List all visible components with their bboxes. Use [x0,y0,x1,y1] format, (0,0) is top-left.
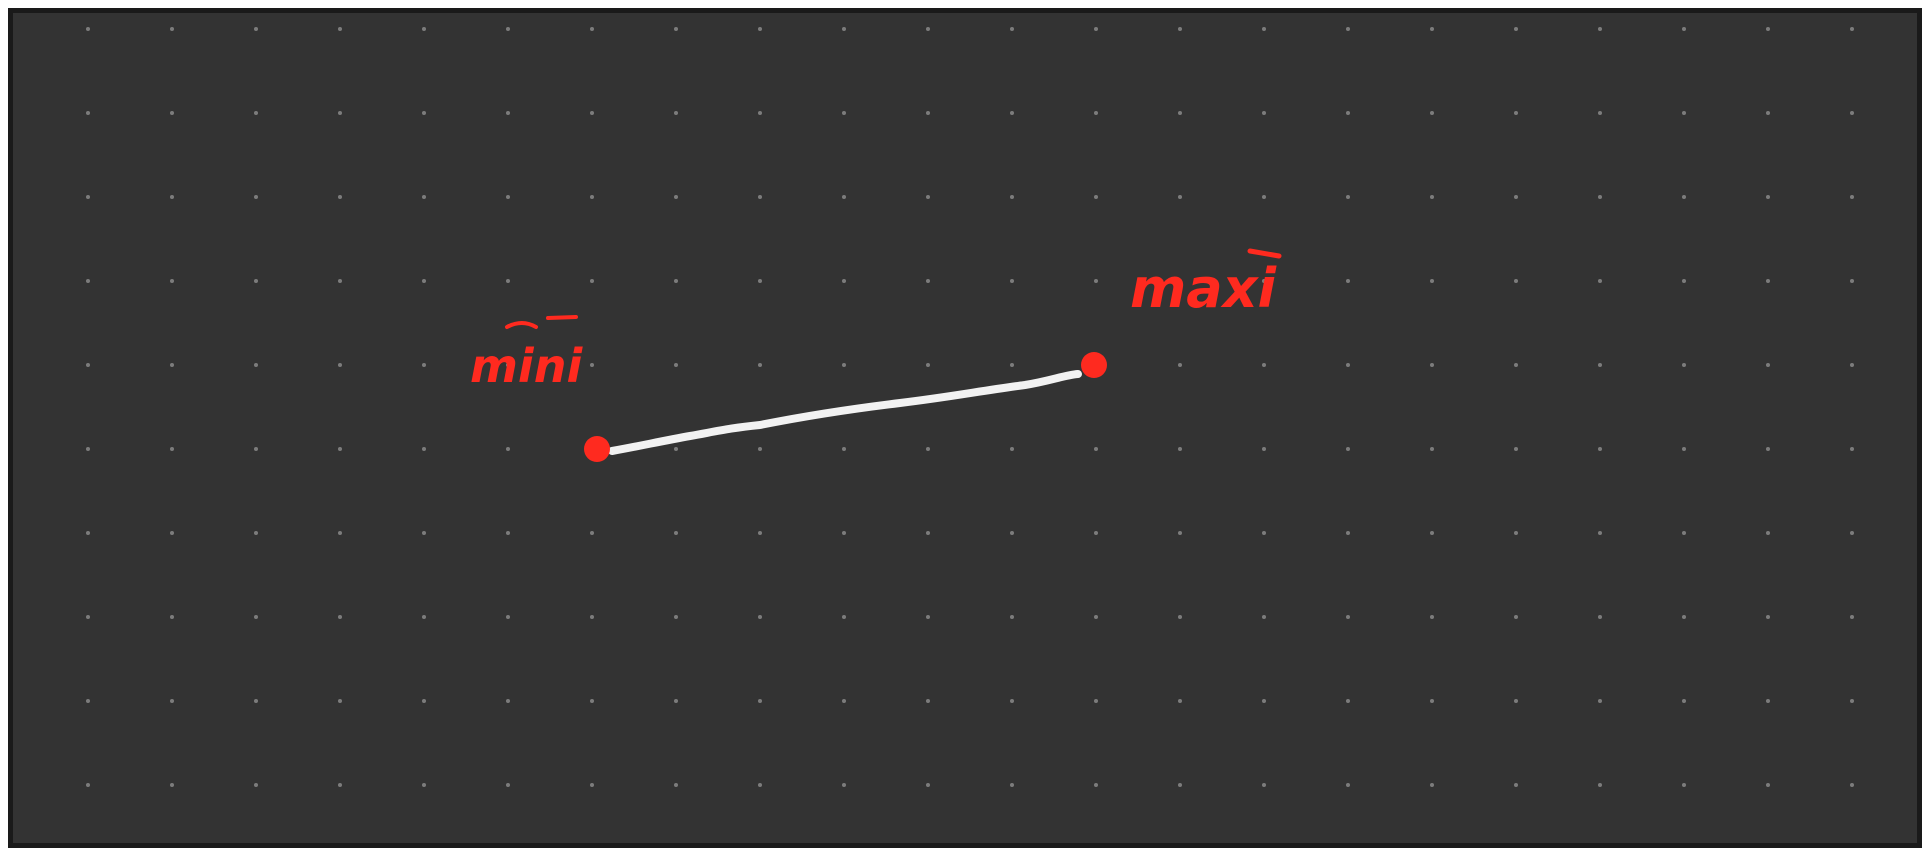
white-segment[interactable] [608,370,1082,455]
label-maxi-overbar [1247,248,1282,259]
label-mini-overbar [546,315,578,320]
label-maxi: maxi [1130,257,1278,320]
label-mini: mini [470,339,583,393]
min-endpoint[interactable] [584,436,610,462]
max-endpoint[interactable] [1081,352,1107,378]
dot-grid [13,13,1917,843]
label-mini-accent [505,321,538,329]
